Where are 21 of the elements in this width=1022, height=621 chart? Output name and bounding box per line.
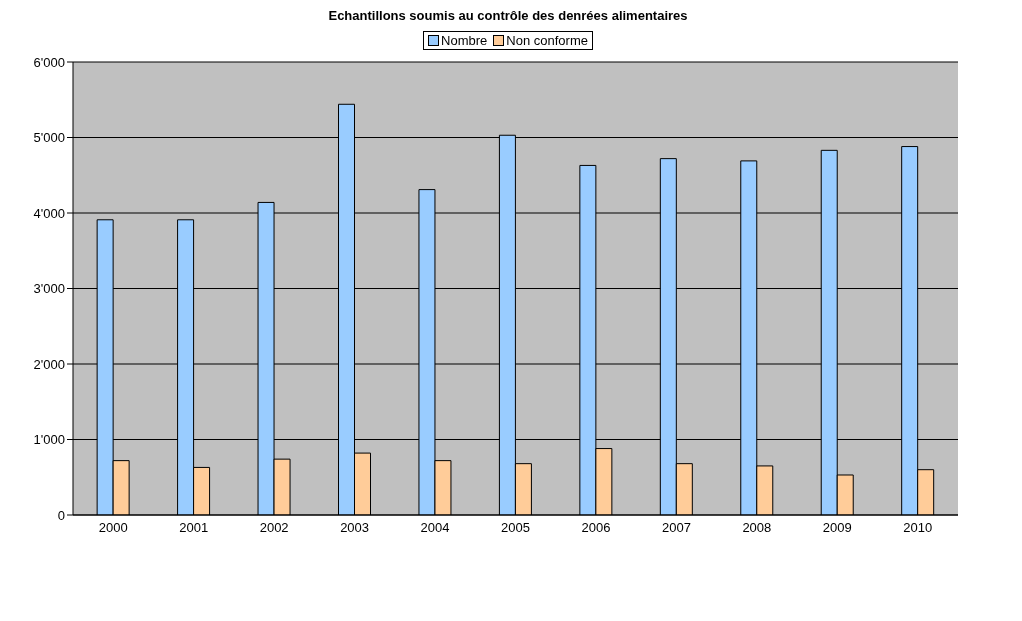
y-tick-label: 2'000 [33, 356, 65, 372]
legend-label: Non conforme [505, 33, 588, 48]
y-tick-label: 6'000 [33, 54, 65, 70]
x-tick-label: 2000 [98, 520, 128, 536]
x-tick-label: 2004 [420, 520, 450, 536]
x-tick-label: 2010 [903, 520, 933, 536]
y-tick-label: 1'000 [33, 432, 65, 448]
x-tick-label: 2008 [742, 520, 772, 536]
x-tick-label: 2007 [661, 520, 691, 536]
x-tick-label: 2009 [822, 520, 852, 536]
chart-title: Echantillons soumis au contrôle des denrées alimentaires [327, 8, 689, 23]
y-tick-label: 5'000 [33, 130, 65, 146]
x-tick-label: 2001 [179, 520, 209, 536]
y-tick-label: 3'000 [33, 281, 65, 297]
x-tick-label: 2005 [501, 520, 530, 536]
y-tick-label: 4'000 [33, 205, 65, 221]
legend-label: Nombre [440, 33, 488, 48]
y-tick-label: 0 [57, 507, 65, 523]
x-tick-label: 2002 [259, 520, 289, 536]
x-tick-label: 2006 [581, 520, 611, 536]
x-tick-label: 2003 [340, 520, 370, 536]
